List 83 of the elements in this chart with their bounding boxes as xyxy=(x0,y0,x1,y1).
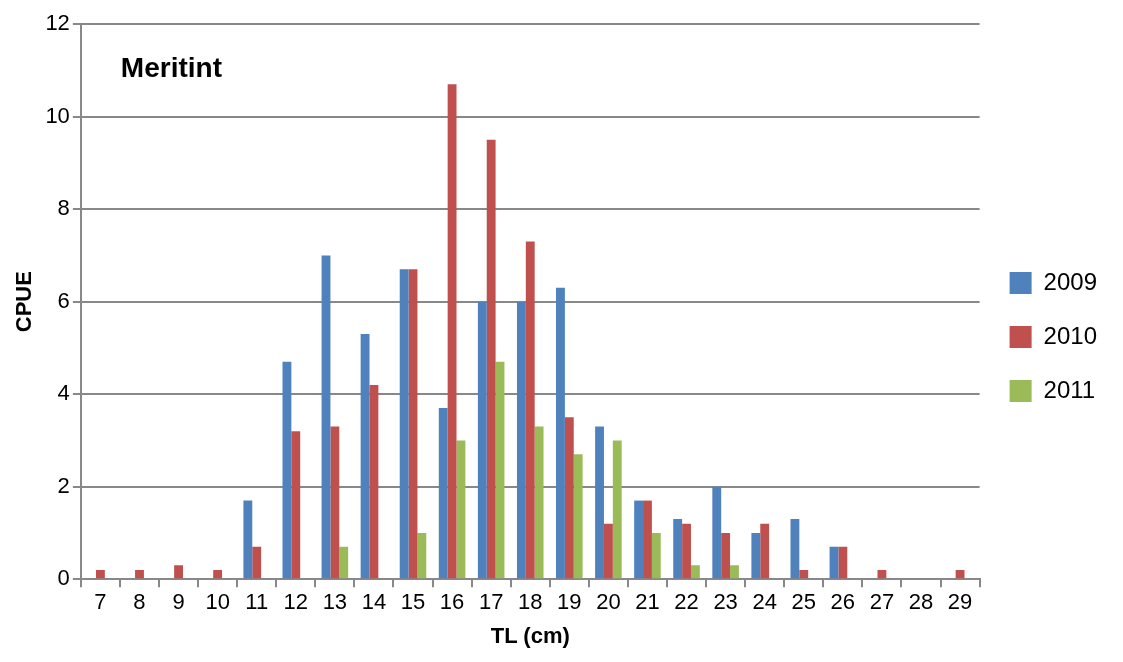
legend-label: 2010 xyxy=(1043,321,1097,349)
y-tick-label: 8 xyxy=(57,195,70,221)
y-tick-label: 4 xyxy=(57,380,70,406)
bar xyxy=(95,569,105,579)
x-tick-label: 22 xyxy=(674,589,699,615)
bar xyxy=(252,546,262,579)
bar xyxy=(486,139,496,579)
x-tick-label: 19 xyxy=(557,589,582,615)
bar xyxy=(651,532,661,579)
bar xyxy=(213,569,223,579)
bar xyxy=(760,523,770,579)
bar xyxy=(321,255,331,579)
bar xyxy=(330,426,340,579)
x-tick-label: 27 xyxy=(869,589,895,615)
bar xyxy=(564,417,574,579)
x-tick-label: 28 xyxy=(908,589,934,615)
bar xyxy=(799,569,809,579)
x-tick-label: 20 xyxy=(596,589,621,615)
bar xyxy=(438,408,448,579)
x-tick-label: 23 xyxy=(713,589,738,615)
x-axis-title: TL (cm) xyxy=(490,622,570,648)
x-tick-label: 10 xyxy=(205,589,230,615)
legend-label: 2011 xyxy=(1043,375,1096,403)
bar xyxy=(291,431,301,579)
x-tick-label: 24 xyxy=(752,589,777,615)
x-tick-label: 25 xyxy=(791,589,817,615)
bar xyxy=(673,519,683,579)
bar xyxy=(612,440,622,579)
bar xyxy=(456,440,466,579)
bar xyxy=(790,519,800,579)
bar xyxy=(516,301,526,579)
bar xyxy=(712,486,722,579)
bar xyxy=(721,532,731,579)
y-tick-label: 0 xyxy=(57,565,70,591)
bar xyxy=(477,301,487,579)
x-tick-label: 14 xyxy=(361,589,387,615)
bar xyxy=(751,532,761,579)
bar xyxy=(634,500,644,579)
x-tick-label: 21 xyxy=(635,589,660,615)
x-tick-label: 16 xyxy=(439,589,465,615)
x-tick-label: 11 xyxy=(245,589,269,615)
bar xyxy=(369,384,379,579)
bar xyxy=(339,546,349,579)
bar xyxy=(408,269,418,579)
bar xyxy=(643,500,652,579)
bar xyxy=(534,426,544,579)
bar xyxy=(730,565,739,579)
bar xyxy=(282,361,292,579)
bar xyxy=(595,426,604,579)
bar xyxy=(955,569,965,579)
bar xyxy=(174,565,183,579)
bar xyxy=(495,361,505,579)
x-tick-label: 13 xyxy=(322,589,348,615)
bar xyxy=(525,241,535,579)
x-tick-label: 17 xyxy=(478,589,504,615)
y-tick-label: 12 xyxy=(45,10,70,36)
x-tick-label: 7 xyxy=(94,589,107,615)
x-tick-label: 15 xyxy=(400,589,426,615)
bar xyxy=(838,546,848,579)
x-tick-label: 26 xyxy=(830,589,856,615)
legend-label: 2009 xyxy=(1043,267,1097,295)
y-axis-title: CPUE xyxy=(11,271,37,333)
x-tick-label: 29 xyxy=(947,589,973,615)
bar xyxy=(603,523,613,579)
y-tick-label: 10 xyxy=(45,102,70,128)
text: Meritint xyxy=(120,51,222,83)
x-tick-label: 9 xyxy=(172,589,185,615)
x-tick-label: 8 xyxy=(133,589,146,615)
y-tick-label: 2 xyxy=(57,472,70,498)
bar xyxy=(556,287,565,579)
bar xyxy=(682,523,691,579)
bar xyxy=(399,269,409,579)
y-tick-label: 6 xyxy=(57,287,70,313)
bar xyxy=(243,500,253,579)
x-tick-label: 18 xyxy=(518,589,543,615)
bar xyxy=(417,532,427,579)
bar xyxy=(877,569,887,579)
bar xyxy=(360,334,370,579)
x-tick-label: 12 xyxy=(283,589,309,615)
bar xyxy=(573,454,583,579)
bar xyxy=(447,84,457,579)
bar xyxy=(690,565,700,579)
bar xyxy=(135,569,144,579)
